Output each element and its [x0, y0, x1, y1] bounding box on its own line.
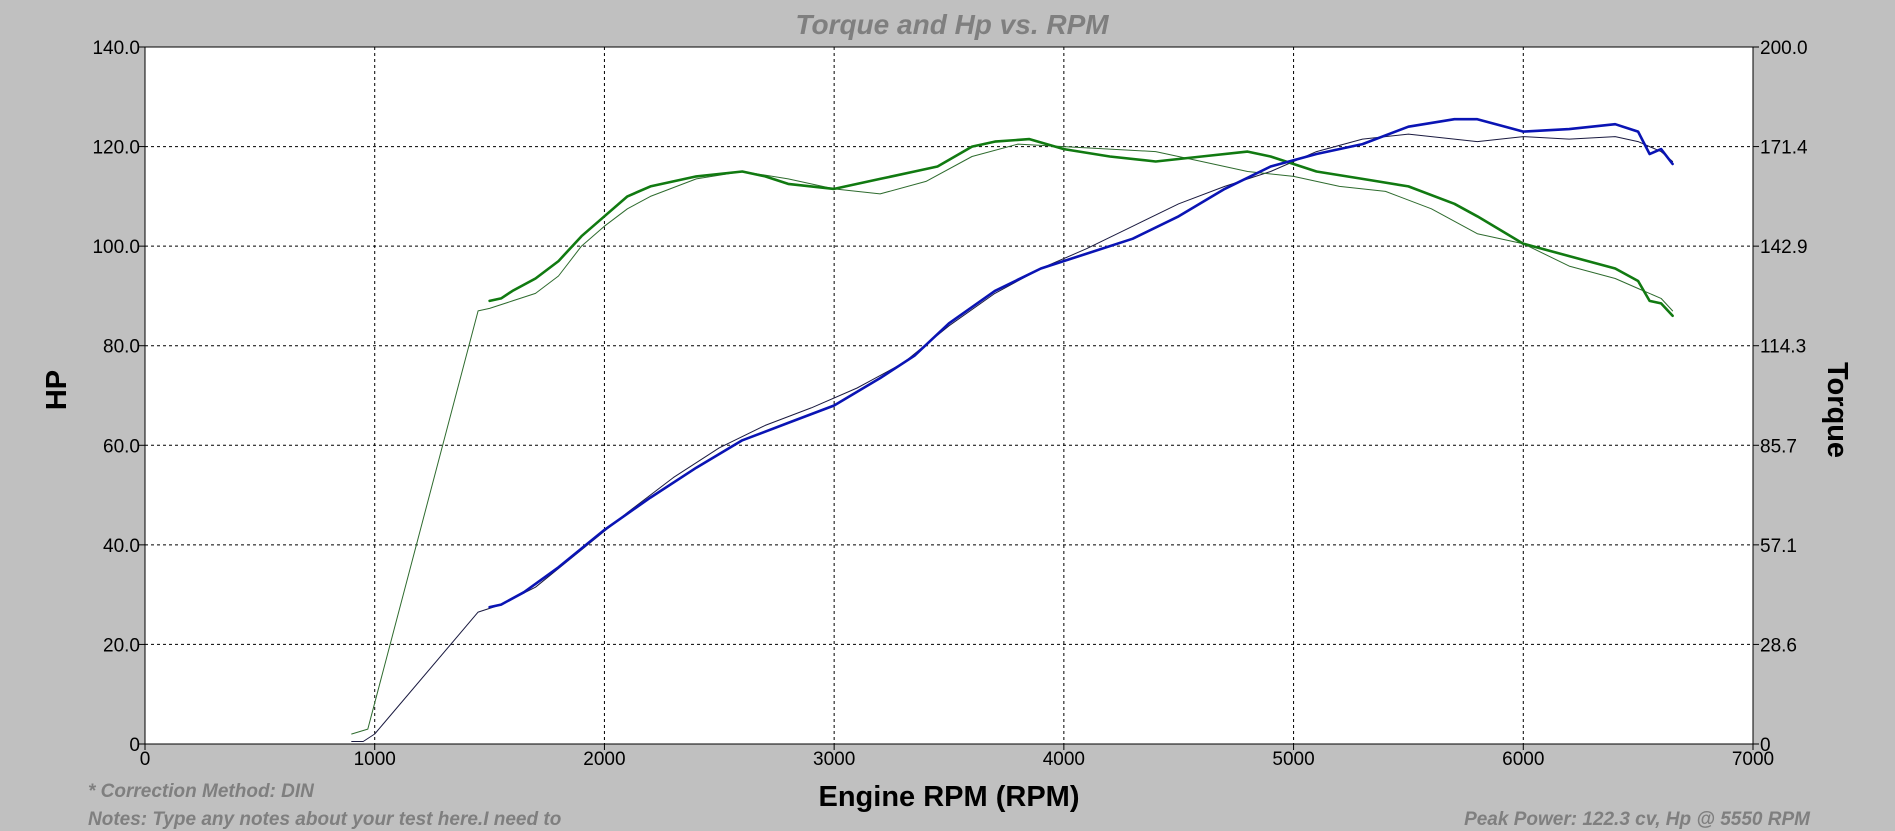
series — [351, 117, 1674, 742]
torque-curve — [488, 137, 1674, 318]
torque-ref-curve — [351, 143, 1674, 735]
plot-area — [144, 46, 1754, 745]
hp-curve — [488, 117, 1674, 609]
y-left-axis-ticks: 0 20.0 40.0 60.0 80.0 100.0 120.0 140.0 — [92, 38, 145, 756]
x-tick-label: 0 — [140, 749, 151, 770]
x-tick-label: 5000 — [1272, 749, 1314, 770]
y-right-tick-label: 114.3 — [1760, 337, 1806, 358]
y-left-tick-label: 60.0 — [103, 436, 140, 457]
y-right-tick-label: 0 — [1760, 735, 1771, 756]
y-left-tick-label: 100.0 — [92, 237, 140, 258]
y-left-tick-label: 0 — [129, 735, 140, 756]
correction-method-note: * Correction Method: DIN — [88, 781, 315, 802]
x-tick-label: 6000 — [1502, 749, 1544, 770]
y-right-tick-label: 57.1 — [1760, 536, 1797, 557]
x-axis-ticks: 0 1000 2000 3000 4000 5000 6000 7000 — [140, 744, 1774, 770]
y-right-tick-label: 142.9 — [1760, 237, 1808, 258]
chart-title: Torque and Hp vs. RPM — [795, 9, 1109, 40]
y-left-tick-label: 140.0 — [92, 38, 140, 59]
x-tick-label: 1000 — [354, 749, 396, 770]
y-right-axis-ticks: 0 28.6 57.1 85.7 114.3 142.9 171.4 200.0 — [1753, 38, 1808, 756]
test-notes: Notes: Type any notes about your test he… — [88, 809, 561, 830]
peak-power-note: Peak Power: 122.3 cv, Hp @ 5550 RPM — [1464, 809, 1811, 830]
x-tick-label: 4000 — [1043, 749, 1085, 770]
grid — [145, 47, 1753, 744]
x-tick-label: 7000 — [1732, 749, 1774, 770]
y-left-tick-label: 80.0 — [103, 337, 140, 358]
y-right-tick-label: 200.0 — [1760, 38, 1808, 59]
y-left-tick-label: 120.0 — [92, 138, 140, 159]
y-left-tick-label: 40.0 — [103, 536, 140, 557]
y-right-tick-label: 85.7 — [1760, 436, 1797, 457]
y-left-axis-title: HP — [41, 370, 73, 410]
y-right-axis-title: Torque — [1821, 362, 1853, 458]
y-right-tick-label: 171.4 — [1760, 138, 1808, 159]
y-left-tick-label: 20.0 — [103, 635, 140, 656]
x-tick-label: 2000 — [583, 749, 625, 770]
x-axis-title: Engine RPM (RPM) — [819, 781, 1080, 813]
x-tick-label: 3000 — [813, 749, 855, 770]
y-right-tick-label: 28.6 — [1760, 635, 1797, 656]
